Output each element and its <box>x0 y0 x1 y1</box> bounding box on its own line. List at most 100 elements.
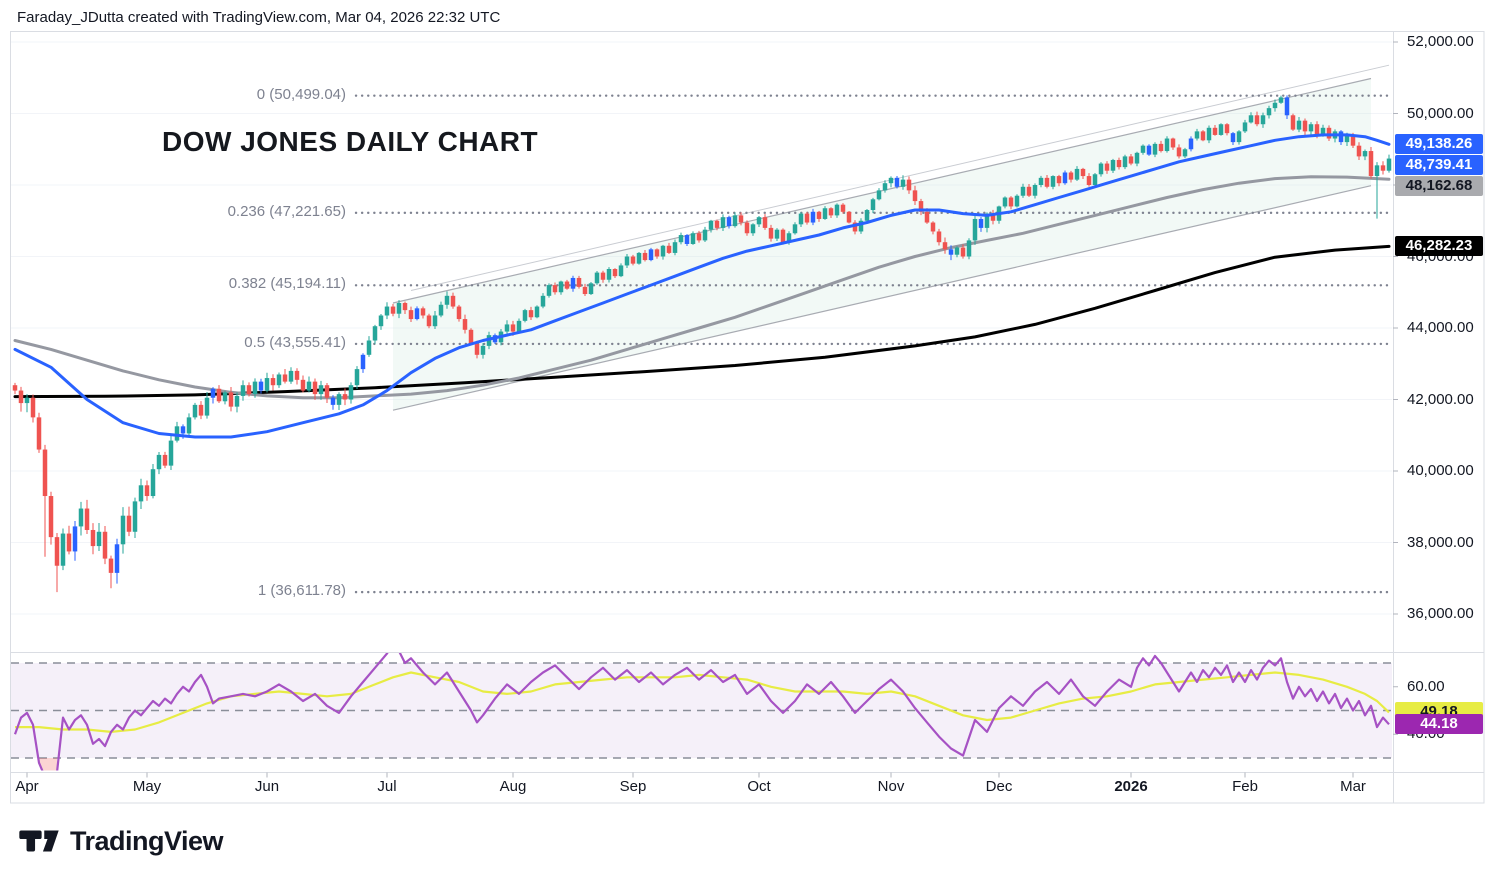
candle-body <box>294 370 300 380</box>
candle-body <box>1170 138 1176 148</box>
candle-body <box>60 533 66 566</box>
time-axis-label: Aug <box>499 778 527 795</box>
main-pane[interactable] <box>11 41 1392 615</box>
candle-body <box>156 454 162 470</box>
candle-body <box>1062 172 1068 184</box>
candle-body <box>978 218 984 228</box>
candle-body <box>846 211 852 223</box>
candle-body <box>906 179 912 191</box>
candle-body <box>408 310 414 320</box>
candle-body <box>1344 134 1350 143</box>
candle-body <box>678 235 684 243</box>
candle-body <box>1296 120 1302 130</box>
candle-body <box>1362 151 1368 157</box>
candle-body <box>732 215 738 227</box>
candle-body <box>852 222 858 232</box>
candle-body <box>1290 115 1296 130</box>
candle-body <box>192 404 198 418</box>
candle-body <box>240 385 246 396</box>
candles-layer[interactable] <box>12 95 1392 593</box>
candle-body <box>618 265 624 277</box>
candle-body <box>1386 158 1392 171</box>
candle-body <box>198 404 204 416</box>
fib-level-label: 0 (50,499.04) <box>256 85 346 103</box>
candle-body <box>672 242 678 253</box>
candle-body <box>342 394 348 400</box>
candle-body <box>1146 145 1152 155</box>
trend-channel-top-line <box>392 77 1372 304</box>
time-axis-label: Dec <box>985 778 1013 795</box>
candle-body <box>1272 102 1278 109</box>
oscillator-value-badge: 44.18 <box>1395 714 1483 735</box>
candle-body <box>648 249 654 261</box>
candle-body <box>348 385 354 400</box>
candle-body <box>252 381 258 395</box>
candle-body <box>306 381 312 391</box>
candle-body <box>1242 122 1248 132</box>
candle-body <box>180 426 186 434</box>
candle-body <box>876 190 882 200</box>
price-axis-label: 44,000.00 <box>1407 319 1474 336</box>
fib-level-label: 1 (36,611.78) <box>257 582 346 600</box>
candle-body <box>744 222 750 234</box>
candle-body <box>138 485 144 502</box>
candle-body <box>594 272 600 284</box>
candle-body <box>762 217 768 228</box>
candle-body <box>168 440 174 466</box>
candle-body <box>1128 156 1134 164</box>
candle-body <box>1200 131 1206 141</box>
candle-body <box>600 272 606 280</box>
indicator-line-signal <box>15 671 1390 733</box>
candle-body <box>720 217 726 228</box>
ma-mid-value-badge: 48,162.68 <box>1395 176 1483 197</box>
candle-body <box>702 229 708 241</box>
candle-body <box>1302 120 1308 132</box>
candle-body <box>954 247 960 255</box>
ma-slow-value-badge: 46,282.23 <box>1395 236 1483 257</box>
chart-title: DOW JONES DAILY CHART <box>162 126 539 157</box>
candle-body <box>1116 159 1122 168</box>
candle-body <box>288 370 294 382</box>
candle-body <box>108 558 114 573</box>
candle-body <box>1056 176 1062 184</box>
candle-body <box>510 324 516 332</box>
tradingview-logo[interactable]: TradingView <box>18 820 224 862</box>
candle-body <box>588 283 594 295</box>
candle-body <box>714 220 720 228</box>
chart-frame <box>10 31 1485 804</box>
time-axis-label: Feb <box>1232 778 1258 795</box>
candle-body <box>984 213 990 228</box>
candle-body <box>624 256 630 266</box>
candle-body <box>864 210 870 221</box>
candle-body <box>990 213 996 221</box>
candle-body <box>1308 124 1314 132</box>
candle-body <box>684 235 690 244</box>
candle-body <box>450 295 456 307</box>
candle-body <box>810 211 816 223</box>
candle-body <box>276 374 282 386</box>
ma-line-slow <box>13 244 1391 399</box>
candle-body <box>420 308 426 316</box>
candle-body <box>330 397 336 405</box>
candle-body <box>582 286 588 295</box>
oversold-fill <box>39 758 57 771</box>
candle-body <box>18 390 24 404</box>
candle-body <box>162 454 168 466</box>
candle-body <box>1278 97 1284 103</box>
trend-channel-outer-line <box>410 64 1390 291</box>
candle-body <box>48 496 54 538</box>
attribution-text: Faraday_JDutta created with TradingView.… <box>17 9 501 26</box>
time-axis-label: Oct <box>747 778 771 795</box>
time-axis-label: 2026 <box>1114 778 1148 795</box>
candle-body <box>474 344 480 355</box>
candle-body <box>1158 143 1164 152</box>
candle-body <box>960 247 966 257</box>
candle-body <box>840 204 846 212</box>
candle-body <box>1050 176 1056 187</box>
indicator-pane[interactable] <box>11 644 1392 782</box>
candle-body <box>42 449 48 497</box>
candle-body <box>1368 151 1374 177</box>
candle-body <box>300 379 306 391</box>
candle-body <box>444 295 450 305</box>
candle-body <box>432 315 438 327</box>
